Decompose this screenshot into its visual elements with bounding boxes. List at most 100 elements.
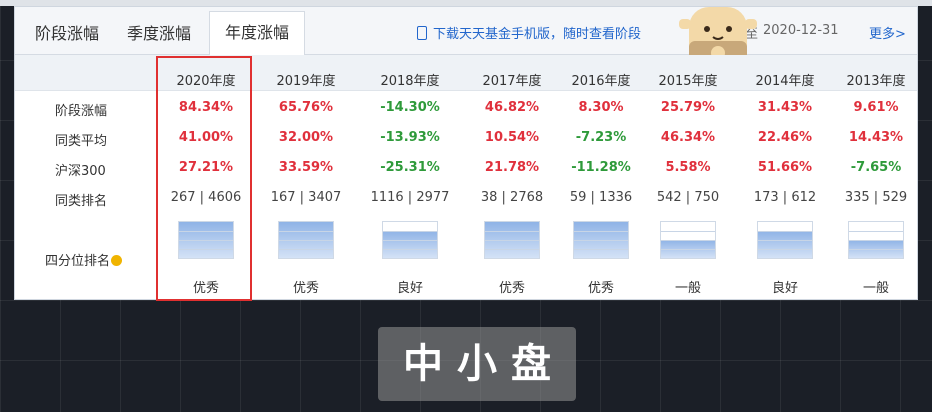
quartile-divider bbox=[574, 231, 628, 232]
quartile-bar bbox=[660, 221, 716, 259]
value-hs300: 33.59% bbox=[278, 160, 334, 175]
rank-value: 173 | 612 bbox=[753, 190, 817, 205]
value-hs300: -7.65% bbox=[850, 160, 902, 175]
value-avg: 41.00% bbox=[178, 130, 234, 145]
quartile-bar bbox=[178, 221, 234, 259]
quartile-fill bbox=[758, 231, 812, 258]
value-hs300: -25.31% bbox=[380, 160, 440, 175]
rank-value: 38 | 2768 bbox=[480, 190, 544, 205]
row-label-rank: 同类排名 bbox=[55, 194, 108, 209]
value-stage: 9.61% bbox=[853, 100, 899, 115]
quartile-grade: 优秀 bbox=[498, 281, 525, 296]
quartile-divider bbox=[485, 240, 539, 241]
year-header: 2016年度 bbox=[571, 74, 631, 89]
quartile-divider bbox=[485, 249, 539, 250]
rank-value: 335 | 529 bbox=[844, 190, 908, 205]
value-stage: 8.30% bbox=[578, 100, 624, 115]
year-header: 2017年度 bbox=[482, 74, 542, 89]
tab-stage-gain[interactable]: 阶段涨幅 bbox=[34, 24, 99, 43]
value-stage: 31.43% bbox=[757, 100, 813, 115]
year-header: 2018年度 bbox=[380, 74, 440, 89]
as-of-date: 2020-12-31 bbox=[763, 23, 839, 38]
value-avg: 10.54% bbox=[484, 130, 540, 145]
quartile-divider bbox=[574, 240, 628, 241]
more-link[interactable]: 更多> bbox=[869, 27, 906, 42]
date-prefix: 至 bbox=[745, 27, 759, 42]
quartile-grade: 良好 bbox=[771, 281, 798, 296]
quartile-divider bbox=[179, 249, 233, 250]
quartile-divider bbox=[383, 240, 437, 241]
quartile-divider bbox=[849, 240, 903, 241]
quartile-bar bbox=[484, 221, 540, 259]
phone-icon bbox=[417, 26, 427, 40]
year-header: 2020年度 bbox=[176, 74, 236, 89]
value-avg: 46.34% bbox=[660, 130, 716, 145]
year-header: 2019年度 bbox=[276, 74, 336, 89]
value-hs300: 21.78% bbox=[484, 160, 540, 175]
quartile-label-text: 四分位排名 bbox=[45, 254, 111, 269]
quartile-divider bbox=[661, 249, 715, 250]
value-stage: 65.76% bbox=[278, 100, 334, 115]
value-avg: -13.93% bbox=[380, 130, 440, 145]
quartile-divider bbox=[849, 231, 903, 232]
quartile-bar bbox=[757, 221, 813, 259]
rank-value: 1116 | 2977 bbox=[370, 190, 450, 205]
fund-performance-panel: 阶段涨幅 季度涨幅 年度涨幅 下载天天基金手机版，随时查看阶段 至 2020-1… bbox=[14, 6, 918, 300]
value-avg: 22.46% bbox=[757, 130, 813, 145]
quartile-grade: 一般 bbox=[674, 281, 701, 296]
value-avg: 32.00% bbox=[278, 130, 334, 145]
quartile-grade: 优秀 bbox=[292, 281, 319, 296]
quartile-divider bbox=[279, 240, 333, 241]
row-label-quartile: 四分位排名 bbox=[45, 250, 123, 269]
tab-quarterly-gain[interactable]: 季度涨幅 bbox=[126, 24, 191, 43]
rank-value: 167 | 3407 bbox=[270, 190, 342, 205]
year-header: 2014年度 bbox=[755, 74, 815, 89]
value-stage: 46.82% bbox=[484, 100, 540, 115]
row-label-stage: 阶段涨幅 bbox=[55, 104, 108, 119]
value-avg: -7.23% bbox=[575, 130, 627, 145]
rank-value: 542 | 750 bbox=[656, 190, 720, 205]
tab-bar: 阶段涨幅 季度涨幅 年度涨幅 下载天天基金手机版，随时查看阶段 至 2020-1… bbox=[15, 7, 917, 71]
quartile-grade: 优秀 bbox=[192, 281, 219, 296]
download-text: 下载天天基金手机版，随时查看阶段 bbox=[433, 27, 642, 42]
rank-value: 59 | 1336 bbox=[569, 190, 633, 205]
info-icon[interactable] bbox=[111, 255, 123, 266]
quartile-divider bbox=[661, 240, 715, 241]
quartile-divider bbox=[485, 231, 539, 232]
quartile-divider bbox=[179, 240, 233, 241]
quartile-divider bbox=[849, 249, 903, 250]
quartile-divider bbox=[758, 249, 812, 250]
quartile-grade: 良好 bbox=[396, 281, 423, 296]
quartile-grade: 一般 bbox=[862, 281, 889, 296]
quartile-bar bbox=[848, 221, 904, 259]
value-hs300: 27.21% bbox=[178, 160, 234, 175]
value-hs300: 51.66% bbox=[757, 160, 813, 175]
value-stage: 84.34% bbox=[178, 100, 234, 115]
quartile-divider bbox=[279, 231, 333, 232]
value-stage: 25.79% bbox=[660, 100, 716, 115]
quartile-bar bbox=[278, 221, 334, 259]
top-strip bbox=[0, 0, 932, 6]
download-app-link[interactable]: 下载天天基金手机版，随时查看阶段 bbox=[417, 23, 641, 42]
quartile-fill bbox=[383, 231, 437, 258]
quartile-divider bbox=[383, 231, 437, 232]
rank-value: 267 | 4606 bbox=[170, 190, 242, 205]
quartile-divider bbox=[574, 249, 628, 250]
quartile-divider bbox=[179, 231, 233, 232]
year-header-band bbox=[15, 55, 917, 91]
value-avg: 14.43% bbox=[848, 130, 904, 145]
quartile-bar bbox=[382, 221, 438, 259]
year-header: 2015年度 bbox=[658, 74, 718, 89]
quartile-divider bbox=[661, 231, 715, 232]
row-label-avg: 同类平均 bbox=[55, 134, 108, 149]
value-hs300: 5.58% bbox=[665, 160, 711, 175]
year-header: 2013年度 bbox=[846, 74, 906, 89]
tab-annual-gain[interactable]: 年度涨幅 bbox=[209, 11, 305, 56]
quartile-divider bbox=[279, 249, 333, 250]
value-stage: -14.30% bbox=[380, 100, 440, 115]
quartile-divider bbox=[758, 240, 812, 241]
quartile-divider bbox=[383, 249, 437, 250]
row-label-hs300: 沪深300 bbox=[55, 164, 106, 179]
quartile-divider bbox=[758, 231, 812, 232]
value-hs300: -11.28% bbox=[571, 160, 631, 175]
